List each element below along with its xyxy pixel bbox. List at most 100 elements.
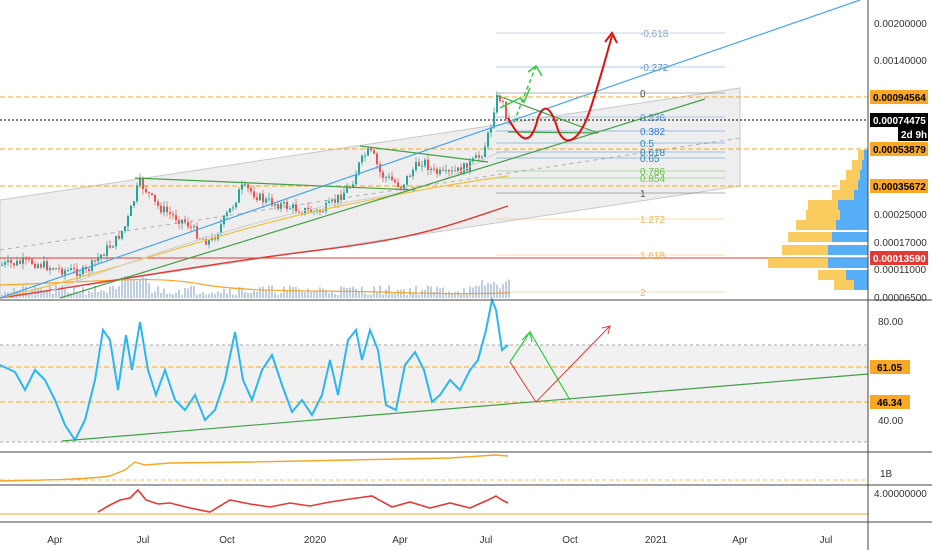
volume-bar: [382, 294, 384, 298]
candle: [346, 187, 348, 193]
candle: [433, 168, 435, 170]
rsi-tick-label: 80.00: [878, 317, 903, 328]
volume-bar: [295, 287, 297, 298]
candle: [241, 184, 243, 190]
volume-profile-bar-up: [796, 220, 836, 230]
volume-profile-bar-down: [840, 210, 868, 220]
volume-bar: [484, 285, 486, 298]
volume-bar: [403, 289, 405, 298]
volume-profile-bar-down: [836, 220, 868, 230]
candle: [22, 258, 24, 264]
candle: [301, 213, 303, 215]
candle: [82, 267, 84, 274]
candle: [64, 270, 66, 275]
volume-bar: [196, 294, 198, 298]
candle: [295, 204, 297, 212]
candle: [109, 245, 111, 248]
volume-bar: [163, 288, 165, 298]
volume-bar: [115, 288, 117, 298]
price-tick-label: 0.00017000: [874, 238, 927, 249]
volume-bar: [316, 290, 318, 298]
candle: [289, 208, 291, 210]
volume-bar: [358, 291, 360, 298]
candle: [76, 268, 78, 276]
volume-bar: [325, 290, 327, 298]
candle: [445, 170, 447, 172]
fib-level-label: 0.5: [640, 139, 654, 150]
volume-bar: [502, 284, 504, 298]
candle: [16, 260, 18, 266]
volume-bar: [496, 284, 498, 298]
candle: [97, 257, 99, 262]
volume-bar: [121, 276, 123, 298]
candle: [280, 203, 282, 209]
volume-bar: [274, 292, 276, 298]
volume-bar: [427, 285, 429, 298]
candle: [145, 188, 147, 193]
candle: [430, 168, 432, 171]
volume-profile-bar-up: [782, 245, 828, 255]
volume-bar: [310, 291, 312, 298]
candle: [220, 224, 222, 234]
volume-bar: [16, 291, 18, 298]
volume-bar: [301, 290, 303, 298]
secondary-indicator-pane[interactable]: [0, 488, 868, 515]
volume-bar: [232, 294, 234, 298]
candle: [403, 184, 405, 189]
price-tag: [870, 251, 928, 265]
candle: [112, 246, 114, 248]
volume-bar: [481, 280, 483, 298]
rsi-forecast-green-arrowhead: [521, 330, 533, 343]
fib-level-label: 1: [640, 189, 646, 200]
volume-bar: [337, 294, 339, 298]
fib-level-label: 0.382: [640, 127, 665, 138]
volume-bar: [25, 286, 27, 298]
candle: [25, 258, 27, 260]
candle: [52, 268, 54, 270]
volume-indicator-pane[interactable]: [0, 454, 868, 482]
candle: [142, 178, 144, 189]
volume-bar: [415, 286, 417, 298]
resistance-line: [134, 177, 416, 191]
candle: [325, 202, 327, 212]
volume-bar: [421, 289, 423, 298]
candle: [67, 270, 69, 272]
candle: [475, 155, 477, 159]
price-tick-label: 0.00200000: [874, 19, 927, 30]
price-tag-label: 0.00074475: [873, 116, 926, 127]
candle: [160, 205, 162, 213]
candle: [130, 205, 132, 217]
rsi-pane[interactable]: [0, 296, 869, 443]
price-tag: [870, 113, 928, 127]
volume-bar: [124, 276, 126, 298]
volume-bar: [55, 285, 57, 298]
candle: [259, 193, 261, 201]
volume-profile-bar-down: [846, 270, 868, 280]
volume-bar: [487, 283, 489, 298]
candle: [262, 193, 264, 203]
candle: [136, 185, 138, 202]
candle: [193, 226, 195, 228]
volume-profile-bar-down: [838, 200, 868, 210]
volume-bar: [100, 290, 102, 298]
volume-bar: [235, 294, 237, 298]
volume-bar: [214, 294, 216, 298]
volume-bar: [166, 294, 168, 298]
volume-profile-bar-down: [858, 180, 868, 190]
volume-bar: [289, 285, 291, 298]
volume-bar: [307, 288, 309, 298]
candle: [118, 235, 120, 239]
volume-bar: [448, 291, 450, 298]
candle: [364, 155, 366, 157]
candle: [100, 254, 102, 258]
volume-bar: [208, 293, 210, 298]
fib-level-label: -0.272: [640, 63, 669, 74]
volume-bar: [88, 290, 90, 298]
candle: [334, 199, 336, 203]
volume-bar: [82, 286, 84, 298]
fib-level-label: 2: [640, 288, 646, 299]
candle: [454, 170, 456, 172]
candle: [115, 235, 117, 247]
